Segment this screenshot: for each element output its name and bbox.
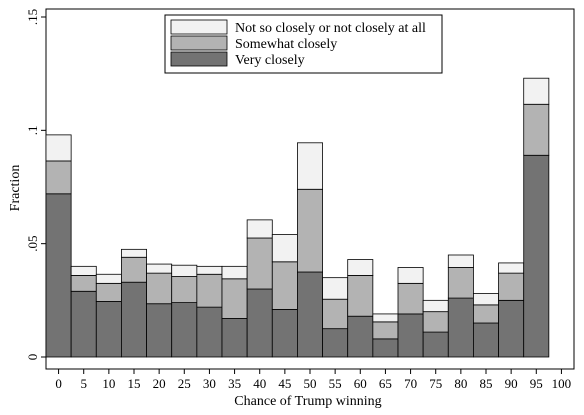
bar-segment (473, 304, 499, 324)
bar-segment (447, 297, 474, 358)
bar-segment (523, 154, 550, 358)
x-tick-label: 25 (178, 376, 191, 391)
bar-segment (221, 265, 248, 280)
legend-swatch (170, 19, 228, 35)
bar-segment (372, 313, 399, 323)
bar-segment (397, 313, 424, 358)
legend-swatch (170, 35, 228, 51)
bar-segment (146, 263, 173, 274)
x-tick-label: 85 (480, 376, 493, 391)
bar-segment (246, 237, 273, 290)
x-tick-label: 55 (329, 376, 342, 391)
bar-segment (70, 290, 97, 358)
bar-segment (95, 273, 122, 284)
bar-segment (146, 272, 173, 305)
bar-segment (45, 160, 72, 195)
bar-segment (372, 321, 399, 340)
bar-segment (246, 288, 273, 358)
bar-segment (70, 274, 97, 292)
bar-segment (121, 248, 147, 258)
bar-segment (297, 142, 323, 190)
bar-segment (95, 282, 122, 302)
legend-label: Somewhat closely (235, 37, 337, 52)
bar-segment (95, 301, 122, 358)
x-tick-label: 50 (304, 376, 317, 391)
bar-segment (498, 272, 525, 301)
bar-segment (196, 265, 223, 275)
bar-segment (196, 306, 223, 358)
bar-segment (422, 311, 449, 333)
y-axis: 0 .05 .1 .15 (25, 9, 46, 360)
x-tick-label: 65 (379, 376, 392, 391)
bar-segment (347, 274, 374, 317)
bar-segment (473, 322, 499, 358)
bar-segment (523, 103, 550, 156)
bar-segment (271, 261, 298, 310)
bar-segment (322, 277, 349, 300)
bar-segment (146, 303, 173, 358)
x-tick-label: 15 (128, 376, 141, 391)
y-tick-label: .1 (25, 125, 40, 135)
x-axis: 0 5 10 15 20 25 30 35 40 45 50 55 60 65 70 75 80 85 90 95 10… (55, 369, 571, 391)
bar-segment (447, 254, 474, 268)
bar-segment (473, 293, 499, 306)
x-axis-label: Chance of Trump winning (234, 394, 381, 409)
bar-segment (121, 256, 147, 283)
bar-segment (45, 193, 72, 358)
bar-segment (422, 331, 449, 358)
bar-segment (171, 276, 198, 303)
y-tick-label: 0 (25, 354, 40, 361)
bar-segment (372, 338, 399, 358)
x-tick-label: 80 (454, 376, 467, 391)
legend-label: Very closely (235, 53, 305, 68)
bar-segment (397, 282, 424, 315)
y-tick-label: .05 (25, 236, 40, 252)
x-tick-label: 70 (404, 376, 417, 391)
x-tick-label: 90 (505, 376, 518, 391)
bar-segment (347, 315, 374, 358)
bar-segment (171, 264, 198, 277)
x-tick-label: 30 (203, 376, 216, 391)
bar-segment (322, 298, 349, 330)
bar-segment (523, 77, 550, 105)
bar-segment (271, 308, 298, 358)
x-tick-label: 35 (228, 376, 241, 391)
bar-segment (121, 281, 147, 358)
x-tick-label: 40 (253, 376, 266, 391)
y-tick-label: .15 (25, 9, 40, 25)
x-tick-label: 100 (552, 376, 572, 391)
bar-segment (422, 299, 449, 313)
legend-label: Not so closely or not closely at all (235, 21, 426, 36)
bar-segment (271, 234, 298, 263)
bar-segment (171, 302, 198, 358)
bar-segment (447, 267, 474, 299)
legend-swatch (170, 51, 228, 67)
bar-segment (397, 267, 424, 284)
x-tick-label: 95 (530, 376, 543, 391)
bar-segment (246, 219, 273, 239)
bar-segment (498, 299, 525, 358)
x-tick-label: 20 (153, 376, 166, 391)
y-axis-label: Fraction (8, 165, 23, 212)
x-tick-label: 60 (354, 376, 367, 391)
bar-segment (322, 328, 349, 358)
x-tick-label: 5 (80, 376, 87, 391)
bar-segment (221, 318, 248, 358)
x-tick-label: 75 (429, 376, 442, 391)
bar-segment (297, 188, 323, 273)
bar-segment (196, 273, 223, 308)
bar-segment (297, 271, 323, 358)
bars-layer (45, 77, 550, 358)
legend: Not so closely or not closely at allSome… (164, 14, 443, 74)
x-tick-label: 10 (102, 376, 115, 391)
bar-segment (221, 278, 248, 319)
bar-segment (70, 265, 97, 276)
bar-segment (45, 134, 72, 162)
x-tick-label: 45 (278, 376, 291, 391)
x-tick-label: 0 (55, 376, 62, 391)
bar-segment (347, 259, 374, 276)
bar-segment (498, 262, 525, 274)
